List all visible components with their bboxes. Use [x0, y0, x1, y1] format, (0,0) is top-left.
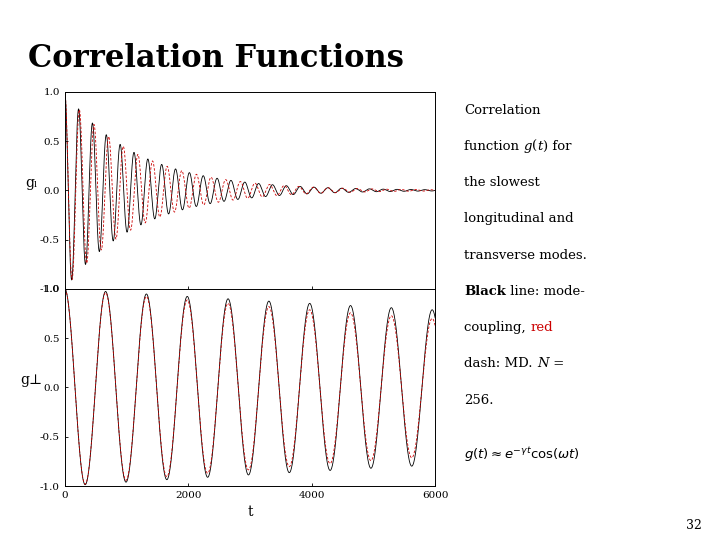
Text: longitudinal and: longitudinal and [464, 212, 574, 225]
Text: N: N [537, 357, 549, 370]
Text: function: function [464, 140, 523, 153]
Text: dash: MD.: dash: MD. [464, 357, 537, 370]
Text: ) for: ) for [542, 140, 571, 153]
Text: line: mode-: line: mode- [506, 285, 585, 298]
X-axis label: t: t [247, 505, 253, 519]
Text: red: red [530, 321, 553, 334]
Text: coupling,: coupling, [464, 321, 530, 334]
Text: the slowest: the slowest [464, 176, 540, 189]
Y-axis label: g⊥: g⊥ [21, 374, 42, 388]
Text: Black: Black [464, 285, 506, 298]
Text: 256.: 256. [464, 394, 494, 407]
Text: t: t [537, 140, 542, 153]
Text: Correlation Functions: Correlation Functions [28, 43, 404, 74]
Text: =: = [549, 357, 564, 370]
Y-axis label: gₗ: gₗ [25, 177, 38, 191]
Text: 32: 32 [686, 519, 702, 532]
Text: $g(t) \approx e^{-\gamma t}\cos(\omega t)$: $g(t) \approx e^{-\gamma t}\cos(\omega t… [464, 446, 580, 464]
Text: g: g [523, 140, 532, 153]
Text: Correlation: Correlation [464, 104, 541, 117]
Text: (: ( [532, 140, 537, 153]
Text: transverse modes.: transverse modes. [464, 249, 587, 262]
